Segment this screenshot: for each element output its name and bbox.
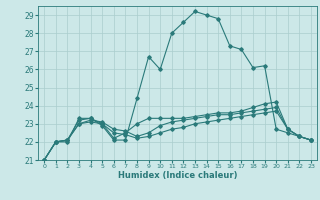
X-axis label: Humidex (Indice chaleur): Humidex (Indice chaleur) xyxy=(118,171,237,180)
